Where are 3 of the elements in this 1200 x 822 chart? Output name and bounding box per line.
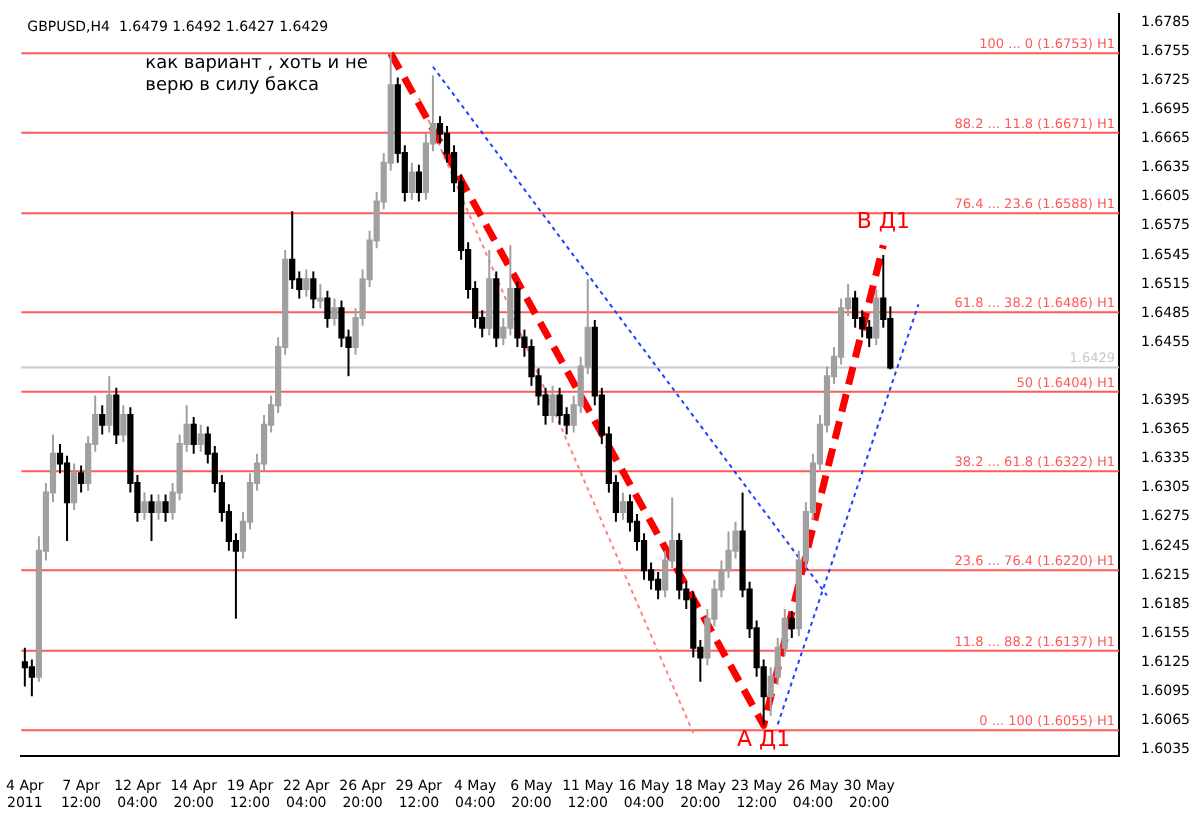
annotation: как вариант , хоть и не верю в силу бакса <box>145 54 369 97</box>
annotation: В Д1 <box>856 207 910 234</box>
annotation: А Д1 <box>737 726 791 753</box>
